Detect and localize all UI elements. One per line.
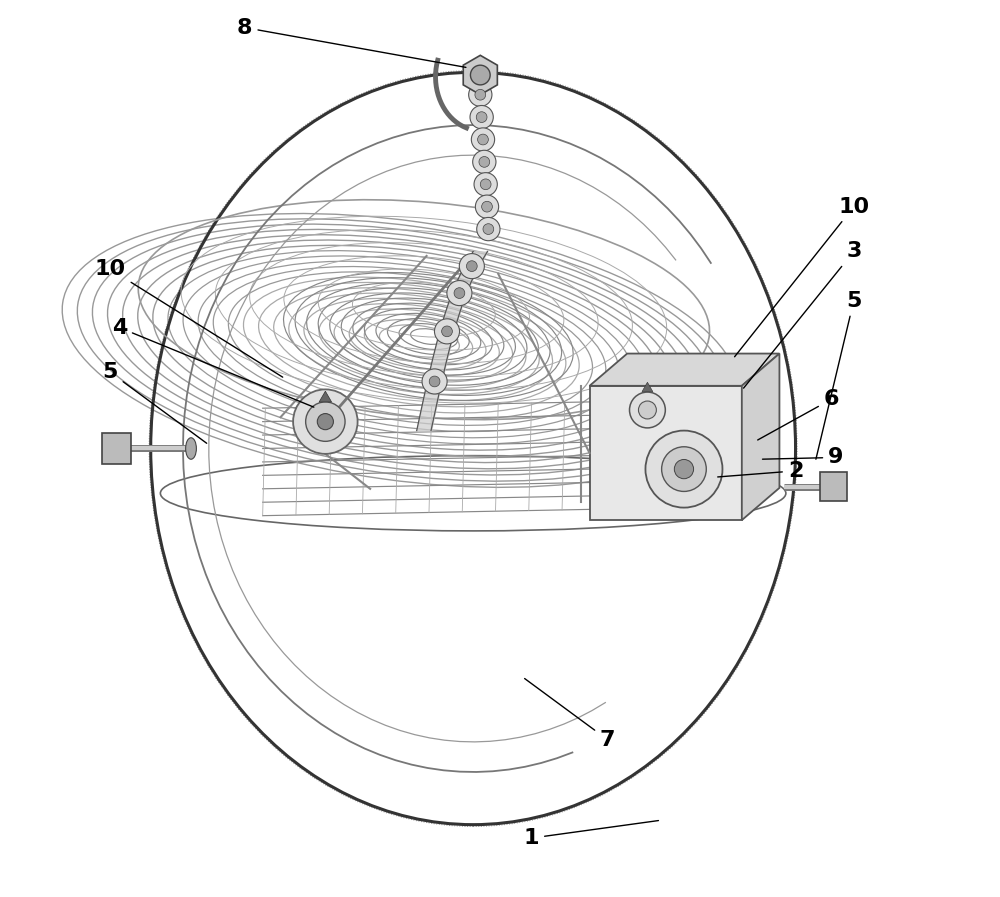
Polygon shape: [590, 353, 779, 386]
Circle shape: [475, 195, 499, 218]
Circle shape: [473, 151, 496, 173]
Circle shape: [470, 106, 493, 129]
Circle shape: [476, 112, 487, 123]
FancyBboxPatch shape: [102, 433, 131, 464]
Text: 1: 1: [524, 821, 658, 848]
Circle shape: [479, 157, 490, 167]
Circle shape: [471, 128, 495, 152]
Circle shape: [674, 459, 694, 479]
Text: 10: 10: [735, 196, 869, 357]
Text: 6: 6: [758, 389, 839, 440]
Circle shape: [422, 369, 447, 394]
Text: 9: 9: [763, 448, 844, 467]
Circle shape: [662, 447, 706, 492]
Circle shape: [638, 401, 656, 419]
Circle shape: [478, 135, 488, 145]
Circle shape: [442, 326, 452, 336]
Circle shape: [306, 402, 345, 441]
Circle shape: [459, 254, 484, 279]
Ellipse shape: [186, 438, 196, 459]
FancyBboxPatch shape: [820, 472, 847, 501]
Text: 7: 7: [525, 678, 615, 750]
Circle shape: [293, 389, 358, 454]
Text: 5: 5: [816, 291, 861, 459]
Circle shape: [429, 376, 440, 387]
Polygon shape: [742, 353, 779, 520]
Circle shape: [482, 201, 492, 212]
Circle shape: [475, 90, 486, 100]
Text: 3: 3: [744, 241, 861, 388]
Circle shape: [466, 261, 477, 272]
Text: 2: 2: [718, 461, 803, 481]
Text: 8: 8: [237, 18, 466, 67]
Circle shape: [630, 392, 665, 428]
Circle shape: [317, 414, 333, 430]
Text: 5: 5: [103, 362, 207, 443]
Circle shape: [483, 223, 494, 234]
Circle shape: [474, 172, 497, 196]
Text: 4: 4: [112, 318, 314, 407]
Circle shape: [454, 288, 465, 299]
Circle shape: [469, 83, 492, 107]
Circle shape: [480, 179, 491, 189]
Text: 10: 10: [95, 259, 283, 377]
Polygon shape: [590, 386, 742, 520]
Circle shape: [447, 281, 472, 306]
Circle shape: [477, 217, 500, 240]
Circle shape: [434, 318, 460, 344]
Circle shape: [470, 65, 490, 85]
Circle shape: [645, 431, 722, 508]
